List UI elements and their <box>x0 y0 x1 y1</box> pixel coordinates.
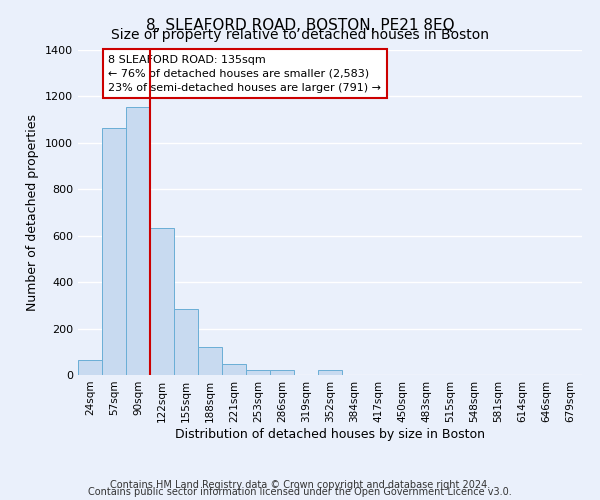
Bar <box>150 228 174 375</box>
Bar <box>102 128 126 375</box>
Text: 8 SLEAFORD ROAD: 135sqm
← 76% of detached houses are smaller (2,583)
23% of semi: 8 SLEAFORD ROAD: 135sqm ← 76% of detache… <box>108 55 381 93</box>
Text: 8, SLEAFORD ROAD, BOSTON, PE21 8EQ: 8, SLEAFORD ROAD, BOSTON, PE21 8EQ <box>146 18 454 32</box>
Text: Contains HM Land Registry data © Crown copyright and database right 2024.: Contains HM Land Registry data © Crown c… <box>110 480 490 490</box>
Bar <box>198 347 222 375</box>
Bar <box>174 309 198 375</box>
X-axis label: Distribution of detached houses by size in Boston: Distribution of detached houses by size … <box>175 428 485 440</box>
Y-axis label: Number of detached properties: Number of detached properties <box>26 114 40 311</box>
Bar <box>246 370 270 375</box>
Bar <box>270 370 294 375</box>
Bar <box>222 364 246 375</box>
Text: Contains public sector information licensed under the Open Government Licence v3: Contains public sector information licen… <box>88 487 512 497</box>
Text: Size of property relative to detached houses in Boston: Size of property relative to detached ho… <box>111 28 489 42</box>
Bar <box>318 370 342 375</box>
Bar <box>78 360 102 375</box>
Bar <box>126 107 150 375</box>
